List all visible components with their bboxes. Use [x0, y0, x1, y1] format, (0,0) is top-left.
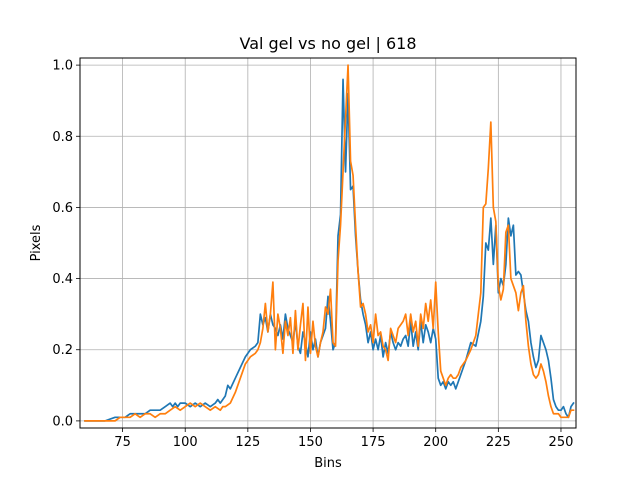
ticks: 75 100 125 150 175 200 225 250 0.0 0.2 0.4 0.6 0.8 1.… [52, 59, 573, 450]
chart-title: Val gel vs no gel | 618 [239, 34, 416, 53]
y-tick-label: 0.2 [52, 343, 73, 358]
grid [80, 58, 576, 428]
series-group [84, 64, 575, 422]
x-tick-label: 125 [235, 435, 260, 450]
x-tick-label: 150 [298, 435, 323, 450]
x-axis-label: Bins [314, 456, 342, 471]
y-tick-label: 0.6 [52, 201, 73, 216]
x-tick-label: 175 [361, 435, 386, 450]
y-tick-label: 0.8 [52, 130, 73, 145]
x-tick-label: 225 [486, 435, 511, 450]
y-tick-label: 0.0 [52, 414, 73, 429]
plot-frame [79, 57, 577, 429]
series-line-2 [84, 64, 575, 422]
x-tick-label: 250 [549, 435, 574, 450]
x-tick-label: 100 [173, 435, 198, 450]
y-tick-label: 1.0 [52, 59, 73, 74]
plot-background [80, 58, 576, 428]
x-tick-label: 75 [114, 435, 131, 450]
y-axis-label: Pixels [29, 224, 44, 261]
x-tick-label: 200 [423, 435, 448, 450]
y-tick-label: 0.4 [52, 272, 73, 287]
